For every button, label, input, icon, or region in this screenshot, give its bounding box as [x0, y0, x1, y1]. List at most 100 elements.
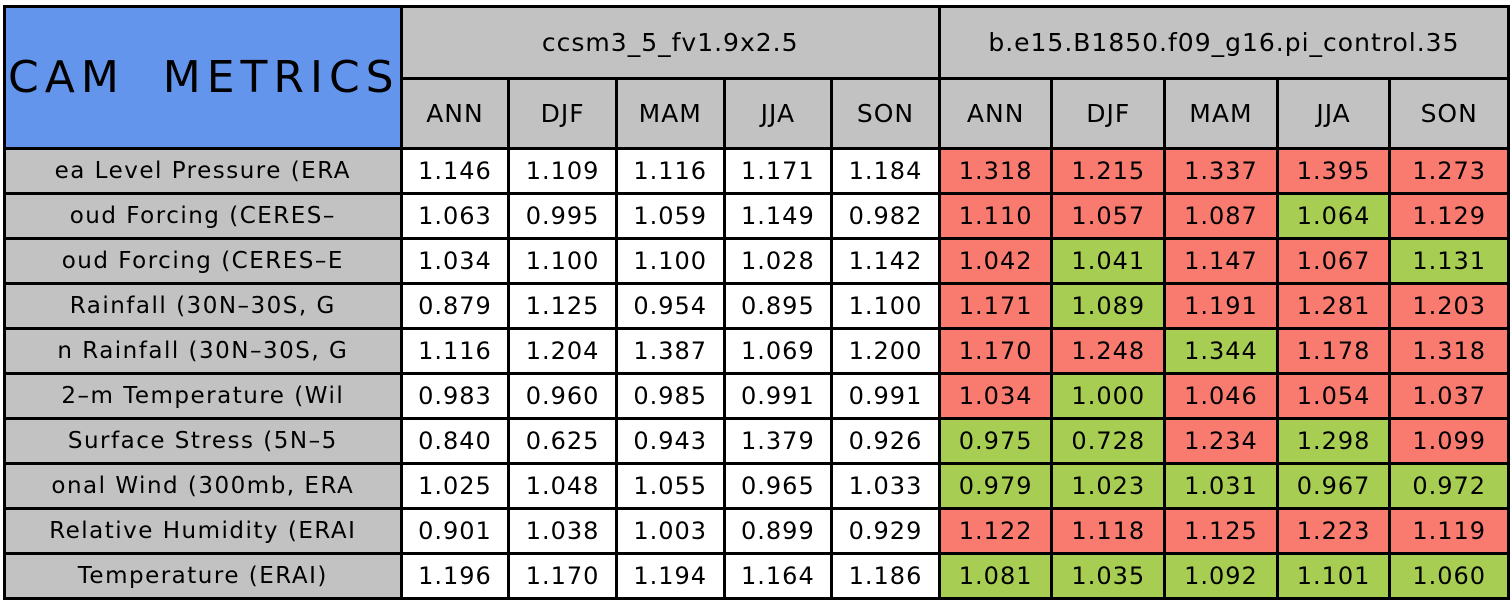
table-cell: 1.204 — [507, 327, 618, 375]
table-cell: 1.041 — [1050, 237, 1167, 285]
season-header: DJF — [1050, 77, 1167, 150]
table-cell: 1.055 — [614, 462, 726, 510]
table-cell: 1.110 — [937, 192, 1054, 240]
table-row: ea Level Pressure (ERA 1.146 1.109 1.116 1.1… — [3, 147, 1510, 195]
season-header: MAM — [1163, 77, 1279, 150]
table-cell: 1.196 — [399, 552, 511, 600]
table-cell: 1.149 — [722, 192, 834, 240]
table-cell: 1.318 — [1388, 327, 1510, 375]
table-cell: 1.048 — [507, 462, 618, 510]
model-header-row: CAM METRICS ccsm3_5_fv1.9x2.5 b.e15.B185… — [3, 5, 1510, 150]
season-header: JJA — [1275, 77, 1392, 150]
table-cell: 1.215 — [1050, 147, 1167, 195]
table-cell: 1.101 — [1275, 552, 1392, 600]
row-label: n Rainfall (30N–30S, G — [3, 327, 403, 375]
row-label: ea Level Pressure (ERA — [3, 147, 403, 195]
table-cell: 1.100 — [830, 282, 941, 330]
table-cell: 0.879 — [399, 282, 511, 330]
table-cell: 1.200 — [830, 327, 941, 375]
table-cell: 1.337 — [1163, 147, 1279, 195]
table-cell: 1.109 — [507, 147, 618, 195]
table-cell: 1.046 — [1163, 372, 1279, 420]
table-cell: 1.089 — [1050, 282, 1167, 330]
table-cell: 1.100 — [507, 237, 618, 285]
table-cell: 1.042 — [937, 237, 1054, 285]
table-cell: 1.142 — [830, 237, 941, 285]
season-header: ANN — [937, 77, 1054, 150]
table-cell: 1.395 — [1275, 147, 1392, 195]
table-title-cell: CAM METRICS — [3, 5, 403, 150]
table-cell: 1.379 — [722, 417, 834, 465]
table-cell: 1.147 — [1163, 237, 1279, 285]
table-cell: 1.081 — [937, 552, 1054, 600]
season-header: ANN — [399, 77, 511, 150]
table-cell: 0.728 — [1050, 417, 1167, 465]
table-cell: 1.116 — [399, 327, 511, 375]
table-cell: 1.122 — [937, 507, 1054, 555]
table-cell: 0.901 — [399, 507, 511, 555]
table-cell: 1.125 — [507, 282, 618, 330]
table-cell: 1.035 — [1050, 552, 1167, 600]
season-header: SON — [830, 77, 941, 150]
table-cell: 1.184 — [830, 147, 941, 195]
row-label: oud Forcing (CERES–E — [3, 237, 403, 285]
table-cell: 1.100 — [614, 237, 726, 285]
season-header: SON — [1388, 77, 1510, 150]
table-cell: 1.028 — [722, 237, 834, 285]
table-cell: 1.129 — [1388, 192, 1510, 240]
table-cell: 1.171 — [937, 282, 1054, 330]
row-label: Temperature (ERAI) — [3, 552, 403, 600]
table-cell: 1.186 — [830, 552, 941, 600]
table-cell: 1.099 — [1388, 417, 1510, 465]
table-cell: 1.063 — [399, 192, 511, 240]
table-cell: 1.344 — [1163, 327, 1279, 375]
table-cell: 1.125 — [1163, 507, 1279, 555]
table-cell: 1.025 — [399, 462, 511, 510]
table-cell: 1.034 — [937, 372, 1054, 420]
table-cell: 0.975 — [937, 417, 1054, 465]
table-cell: 0.960 — [507, 372, 618, 420]
table-cell: 0.840 — [399, 417, 511, 465]
table-cell: 1.131 — [1388, 237, 1510, 285]
row-label: 2–m Temperature (Wil — [3, 372, 403, 420]
table-cell: 1.248 — [1050, 327, 1167, 375]
table-row: Relative Humidity (ERAI 0.901 1.038 1.003 0.… — [3, 507, 1510, 555]
table-cell: 0.991 — [830, 372, 941, 420]
table-cell: 1.069 — [722, 327, 834, 375]
metrics-table: CAM METRICS ccsm3_5_fv1.9x2.5 b.e15.B185… — [3, 5, 1510, 600]
table-cell: 0.895 — [722, 282, 834, 330]
table-cell: 1.064 — [1275, 192, 1392, 240]
table-cell: 1.171 — [722, 147, 834, 195]
season-header: JJA — [722, 77, 834, 150]
table-cell: 1.116 — [614, 147, 726, 195]
table-cell: 1.003 — [614, 507, 726, 555]
table-cell: 1.146 — [399, 147, 511, 195]
table-cell: 0.967 — [1275, 462, 1392, 510]
table-cell: 1.092 — [1163, 552, 1279, 600]
table-cell: 1.119 — [1388, 507, 1510, 555]
table-cell: 1.023 — [1050, 462, 1167, 510]
page-title: CAM METRICS — [8, 52, 400, 103]
table-cell: 1.170 — [937, 327, 1054, 375]
table-cell: 1.034 — [399, 237, 511, 285]
table-cell: 1.087 — [1163, 192, 1279, 240]
table-cell: 1.273 — [1388, 147, 1510, 195]
table-cell: 0.926 — [830, 417, 941, 465]
table-cell: 1.194 — [614, 552, 726, 600]
table-cell: 0.899 — [722, 507, 834, 555]
table-cell: 1.387 — [614, 327, 726, 375]
row-label: Relative Humidity (ERAI — [3, 507, 403, 555]
row-label: Surface Stress (5N–5 — [3, 417, 403, 465]
table-row: oud Forcing (CERES–E 1.034 1.100 1.100 1.028… — [3, 237, 1510, 285]
row-label: oud Forcing (CERES– — [3, 192, 403, 240]
table-cell: 0.991 — [722, 372, 834, 420]
row-label: Rainfall (30N–30S, G — [3, 282, 403, 330]
season-header: MAM — [614, 77, 726, 150]
table-cell: 1.054 — [1275, 372, 1392, 420]
table-cell: 1.203 — [1388, 282, 1510, 330]
table-cell: 0.979 — [937, 462, 1054, 510]
model-header-1: ccsm3_5_fv1.9x2.5 — [399, 5, 941, 80]
model-header-2: b.e15.B1850.f09_g16.pi_control.35 — [937, 5, 1510, 80]
season-header-row: ANN DJF MAM JJA SON ANN DJF MAM JJA SON — [5, 77, 1510, 150]
